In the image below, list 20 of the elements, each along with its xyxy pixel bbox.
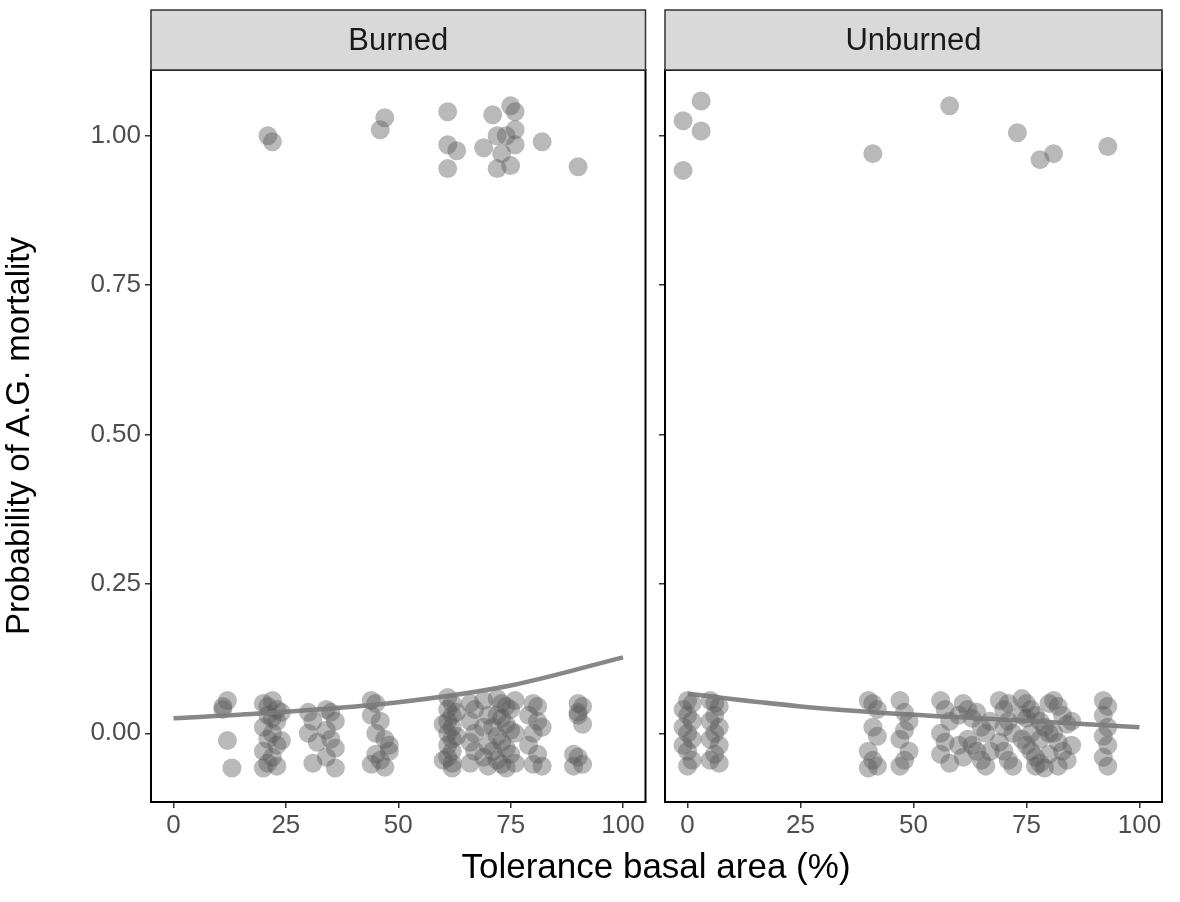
y-tick-label: 0.25 [90, 567, 141, 598]
x-tick-label: 75 [496, 808, 526, 839]
x-tick-label: 75 [1011, 808, 1041, 839]
line-series [171, 655, 626, 721]
y-tick-label: 0.75 [90, 268, 141, 299]
x-tick-label: 100 [601, 808, 645, 839]
chart-title: Burned [348, 21, 449, 57]
x-tick-label: 50 [899, 808, 928, 839]
x-tick-label: 50 [383, 808, 413, 839]
x-tick-label: 25 [786, 808, 816, 839]
y-tick-label: 1.00 [90, 118, 141, 149]
x-axis-title: Tolerance basal area (%) [460, 846, 852, 886]
x-tick-label: 100 [1117, 808, 1162, 839]
y-tick-label: 0.50 [90, 417, 141, 448]
x-tick-label: 0 [680, 808, 695, 839]
chart-title: Unburned [845, 21, 982, 57]
y-axis-title: Probability of A.G. mortality [0, 236, 36, 635]
y-tick-label: 0.00 [90, 716, 141, 747]
x-tick-label: 0 [166, 808, 181, 839]
x-tick-label: 25 [271, 808, 301, 839]
